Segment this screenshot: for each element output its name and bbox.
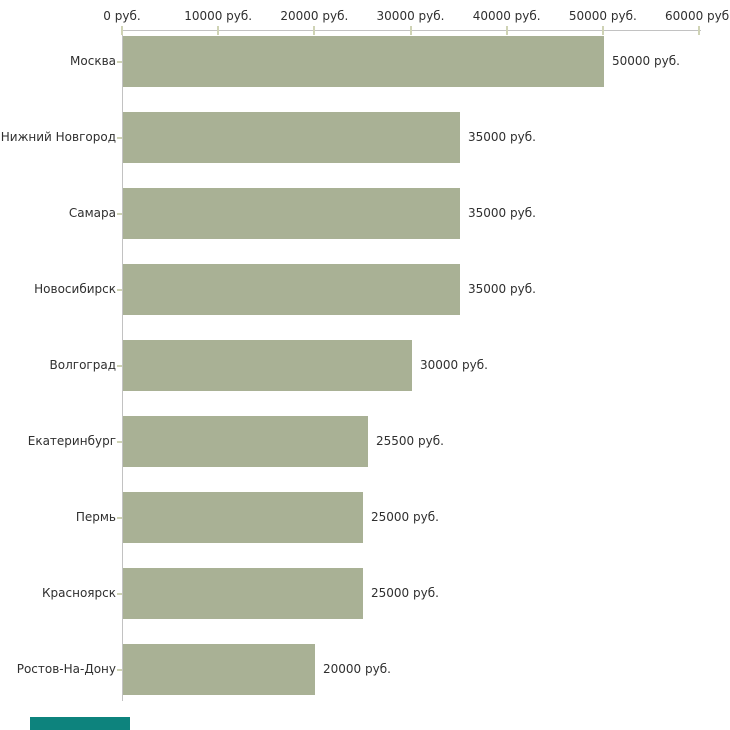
category-label: Москва (70, 53, 116, 68)
value-label: 50000 руб. (612, 53, 680, 68)
value-label: 20000 руб. (323, 661, 391, 676)
bar (123, 188, 460, 239)
bar (123, 492, 363, 543)
bar (123, 112, 460, 163)
x-axis-tick-label: 50000 руб. (568, 9, 637, 23)
x-axis-tick (505, 26, 508, 35)
y-axis-tick (117, 136, 122, 139)
bar (123, 568, 363, 619)
x-axis-tick (698, 26, 700, 35)
y-axis-tick (117, 288, 122, 291)
y-axis-tick (117, 592, 122, 595)
y-axis-tick (117, 212, 122, 215)
value-label: 30000 руб. (420, 357, 488, 372)
bar (123, 644, 315, 695)
value-label: 35000 руб. (468, 129, 536, 144)
bar (123, 36, 604, 87)
bar (123, 340, 412, 391)
bar (123, 264, 460, 315)
value-label: 25500 руб. (376, 433, 444, 448)
x-axis-line (122, 30, 701, 31)
category-label: Волгоград (49, 357, 116, 372)
value-label: 35000 руб. (468, 205, 536, 220)
x-axis-tick-label: 0 руб. (103, 9, 141, 23)
y-axis-line (122, 30, 123, 701)
footer-accent-bar (30, 717, 130, 730)
category-label: Екатеринбург (27, 433, 116, 448)
x-axis-tick (409, 26, 412, 35)
x-axis-tick (601, 26, 604, 35)
category-label: Ростов-На-Дону (16, 661, 116, 676)
x-axis-tick (121, 26, 123, 35)
x-axis-tick (217, 26, 220, 35)
value-label: 25000 руб. (371, 585, 439, 600)
category-label: Новосибирск (34, 281, 116, 296)
y-axis-tick (117, 60, 122, 63)
y-axis-tick (117, 516, 122, 519)
bar (123, 416, 368, 467)
y-axis-tick (117, 668, 122, 671)
x-axis-tick-label: 30000 руб. (376, 9, 445, 23)
value-label: 25000 руб. (371, 509, 439, 524)
category-label: Красноярск (42, 585, 116, 600)
x-axis-tick-label: 40000 руб. (472, 9, 541, 23)
y-axis-tick (117, 440, 122, 443)
y-axis-tick (117, 364, 122, 367)
x-axis-tick-label: 10000 руб. (184, 9, 253, 23)
value-label: 35000 руб. (468, 281, 536, 296)
category-label: Нижний Новгород (0, 129, 116, 144)
x-axis-tick-label: 20000 руб. (280, 9, 349, 23)
x-axis-tick (313, 26, 316, 35)
category-label: Самара (68, 205, 116, 220)
category-label: Пермь (75, 509, 116, 524)
x-axis-tick-label: 60000 руб. (665, 9, 730, 23)
